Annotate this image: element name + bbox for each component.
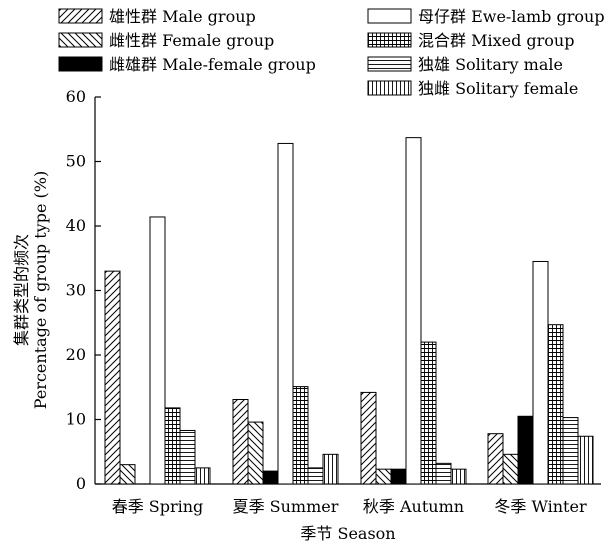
legend-swatch: [367, 32, 412, 48]
bar: [277, 142, 294, 485]
legend-item: 雌性群 Female group: [58, 31, 274, 50]
bar-group: [232, 142, 339, 485]
y-axis-label: 集群类型的频次 Percentage of group type (%): [12, 171, 50, 409]
legend-swatch: [58, 8, 103, 24]
bar: [164, 407, 181, 485]
legend-label: 独雌 Solitary female: [418, 79, 578, 98]
legend-item: 雄性群 Male group: [58, 7, 256, 26]
bar: [307, 467, 324, 485]
bar: [104, 270, 121, 485]
bar: [232, 399, 249, 485]
legend-swatch: [367, 8, 412, 24]
bar: [450, 468, 467, 485]
legend-label: 雌性群 Female group: [109, 31, 274, 50]
x-tick-label: 秋季 Autumn: [363, 497, 464, 516]
legend-swatch: [367, 56, 412, 72]
legend: 雄性群 Male group 雌性群 Female group 雌雄群 Male-f…: [58, 7, 605, 98]
bar: [322, 453, 339, 485]
legend-label: 混合群 Mixed group: [418, 31, 574, 50]
bar: [420, 341, 437, 485]
legend-label: 母仔群 Ewe-lamb group: [418, 7, 605, 26]
bar: [435, 462, 452, 485]
bar: [375, 468, 392, 485]
legend-label: 雌雄群 Male-female group: [109, 55, 316, 74]
y-tick-label: 10: [66, 410, 86, 429]
x-tick-label: 夏季 Summer: [233, 497, 339, 516]
bar: [405, 137, 422, 485]
bar: [262, 470, 279, 485]
x-axis-label: 季节 Season: [300, 524, 395, 543]
legend-swatch: [367, 80, 412, 96]
bar: [532, 260, 549, 485]
y-tick-label: 0: [76, 474, 86, 493]
legend-item: 母仔群 Ewe-lamb group: [367, 7, 605, 26]
legend-item: 雌雄群 Male-female group: [58, 55, 316, 74]
bar: [502, 453, 519, 485]
y-tick-label: 20: [66, 345, 86, 364]
bar: [562, 417, 579, 485]
bar: [292, 386, 309, 485]
x-tick-label: 冬季 Winter: [494, 497, 587, 516]
bar: [149, 216, 166, 485]
bar: [390, 468, 407, 485]
legend-swatch: [58, 56, 103, 72]
y-axis-ticks: 0 10 20 30 40 50 60: [66, 87, 101, 493]
bar: [194, 467, 211, 485]
legend-item: 独雌 Solitary female: [367, 79, 578, 98]
bar: [179, 429, 196, 485]
bar-group: [104, 216, 211, 485]
y-axis-label-line1: 集群类型的频次: [12, 234, 31, 346]
bar: [487, 433, 504, 485]
bars: [104, 137, 594, 485]
bar: [119, 464, 136, 485]
bar: [247, 421, 264, 485]
bar: [517, 415, 534, 485]
y-tick-label: 40: [66, 216, 86, 235]
legend-item: 独雄 Solitary male: [367, 55, 563, 74]
x-tick-label: 春季 Spring: [112, 497, 204, 516]
y-tick-label: 30: [66, 281, 86, 300]
legend-label: 雄性群 Male group: [109, 7, 256, 26]
x-axis-ticks: 春季 Spring 夏季 Summer 秋季 Autumn 冬季 Winter: [112, 497, 587, 516]
bar-group: [487, 260, 594, 485]
legend-label: 独雄 Solitary male: [418, 55, 563, 74]
y-tick-label: 60: [66, 87, 86, 106]
y-axis-label-line2: Percentage of group type (%): [31, 171, 50, 409]
bar: [547, 324, 564, 485]
bar: [577, 435, 594, 485]
legend-item: 混合群 Mixed group: [367, 31, 574, 50]
bar: [360, 391, 377, 485]
y-tick-label: 50: [66, 152, 86, 171]
bar-group: [360, 137, 467, 485]
legend-swatch: [58, 32, 103, 48]
